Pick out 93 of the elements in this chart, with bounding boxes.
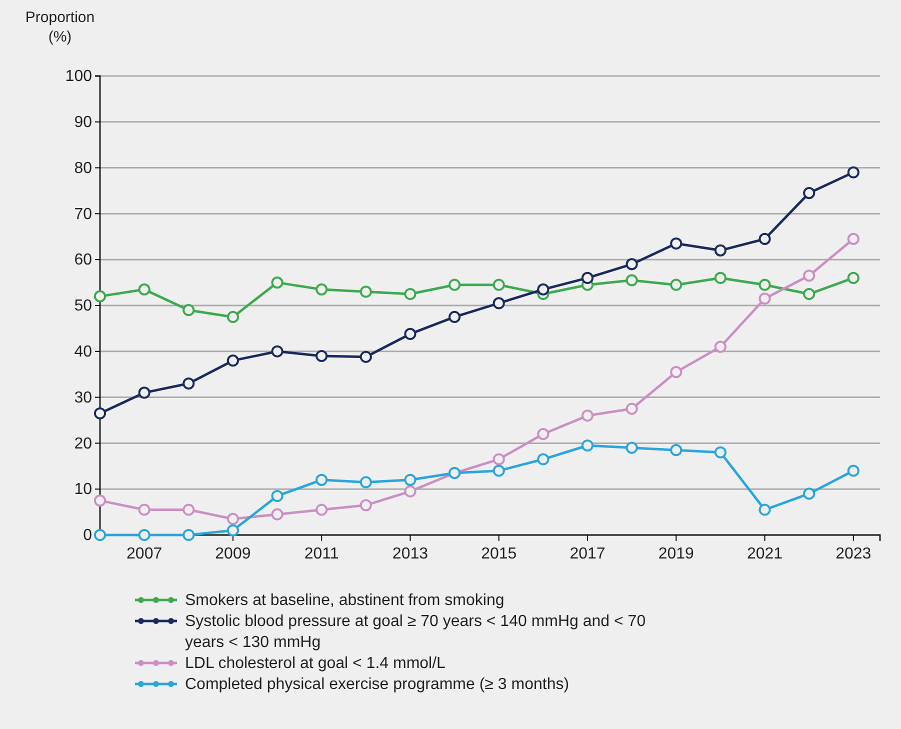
point (94, 407, 106, 420)
point (316, 474, 328, 486)
x-tick-label: 2013 (392, 545, 428, 562)
point (847, 464, 860, 477)
point (182, 377, 195, 390)
point (626, 402, 638, 415)
point (316, 350, 328, 362)
x-tick-label: 2015 (481, 545, 517, 562)
y-tick-label: 40 (74, 344, 92, 361)
x-tick-label: 2011 (304, 545, 339, 562)
point (316, 504, 328, 516)
point (581, 410, 594, 422)
point (758, 504, 771, 516)
point (670, 278, 682, 291)
point (226, 354, 239, 367)
point (94, 290, 106, 302)
point (581, 439, 594, 452)
point (537, 453, 550, 466)
point (226, 512, 239, 525)
point (448, 310, 461, 324)
point (360, 476, 372, 488)
point (803, 488, 816, 500)
point (360, 350, 372, 363)
point (360, 499, 372, 512)
point (714, 244, 726, 256)
point (670, 444, 682, 456)
point (138, 386, 150, 399)
point (271, 276, 284, 289)
point (492, 297, 505, 310)
point (138, 283, 150, 296)
y-tick-label: 50 (74, 298, 92, 315)
y-tick-label: 0 (83, 527, 92, 544)
point (626, 442, 638, 454)
legend-label: Completed physical exercise programme (≥ 3 months) (185, 676, 570, 693)
x-tick-label: 2017 (570, 545, 606, 562)
point (360, 286, 372, 298)
point (670, 238, 682, 250)
point (404, 328, 416, 340)
y-tick-label: 100 (65, 68, 92, 86)
point (803, 288, 816, 300)
point (714, 446, 726, 458)
y-tick-label: 70 (74, 206, 92, 223)
point (226, 310, 239, 324)
point (404, 485, 416, 498)
point (626, 258, 638, 270)
y-tick-label: 30 (74, 389, 92, 406)
y-tick-label: 20 (74, 435, 92, 452)
point (404, 288, 416, 300)
legend-label: Smokers at baseline, abstinent from smoking (185, 592, 504, 609)
y-axis-title: Proportion (%) (25, 9, 95, 46)
point (492, 278, 505, 291)
y-tick-label: 60 (74, 252, 92, 269)
point (226, 524, 239, 536)
legend-label: LDL cholesterol at goal < 1.4 mmol/L (185, 655, 446, 672)
point (581, 272, 594, 284)
point (670, 366, 682, 378)
point (537, 428, 550, 440)
point (537, 283, 550, 296)
point (758, 278, 771, 291)
x-tick-label: 2019 (658, 545, 694, 562)
point (714, 272, 726, 284)
point (492, 464, 505, 477)
point (847, 166, 860, 178)
x-tick-label: 2021 (746, 545, 783, 562)
point (803, 270, 816, 282)
x-tick-label: 2009 (215, 545, 251, 562)
point (271, 508, 284, 520)
point (271, 345, 284, 358)
point (316, 283, 328, 296)
point (94, 528, 106, 542)
point (182, 504, 195, 516)
point (847, 232, 860, 245)
x-tick-label: 2007 (126, 545, 162, 562)
point (448, 278, 461, 291)
point (758, 232, 771, 245)
point (94, 494, 106, 507)
point (182, 304, 195, 316)
legend-label: Systolic blood pressure at goal ≥ 70 years < 140 mmHg and < 70 years < 130 mmHg (185, 613, 646, 651)
point (404, 474, 416, 486)
point (138, 504, 150, 516)
y-tick-label: 10 (74, 481, 92, 498)
point (714, 340, 726, 353)
point (492, 453, 505, 466)
point (803, 187, 816, 200)
y-tick-label: 90 (74, 114, 92, 132)
point (138, 528, 150, 542)
point (182, 528, 195, 542)
point (847, 272, 860, 284)
x-tick-label: 2023 (836, 545, 872, 562)
point (758, 292, 771, 305)
y-tick-label: 80 (74, 160, 92, 177)
point (271, 490, 284, 502)
point (626, 274, 638, 286)
